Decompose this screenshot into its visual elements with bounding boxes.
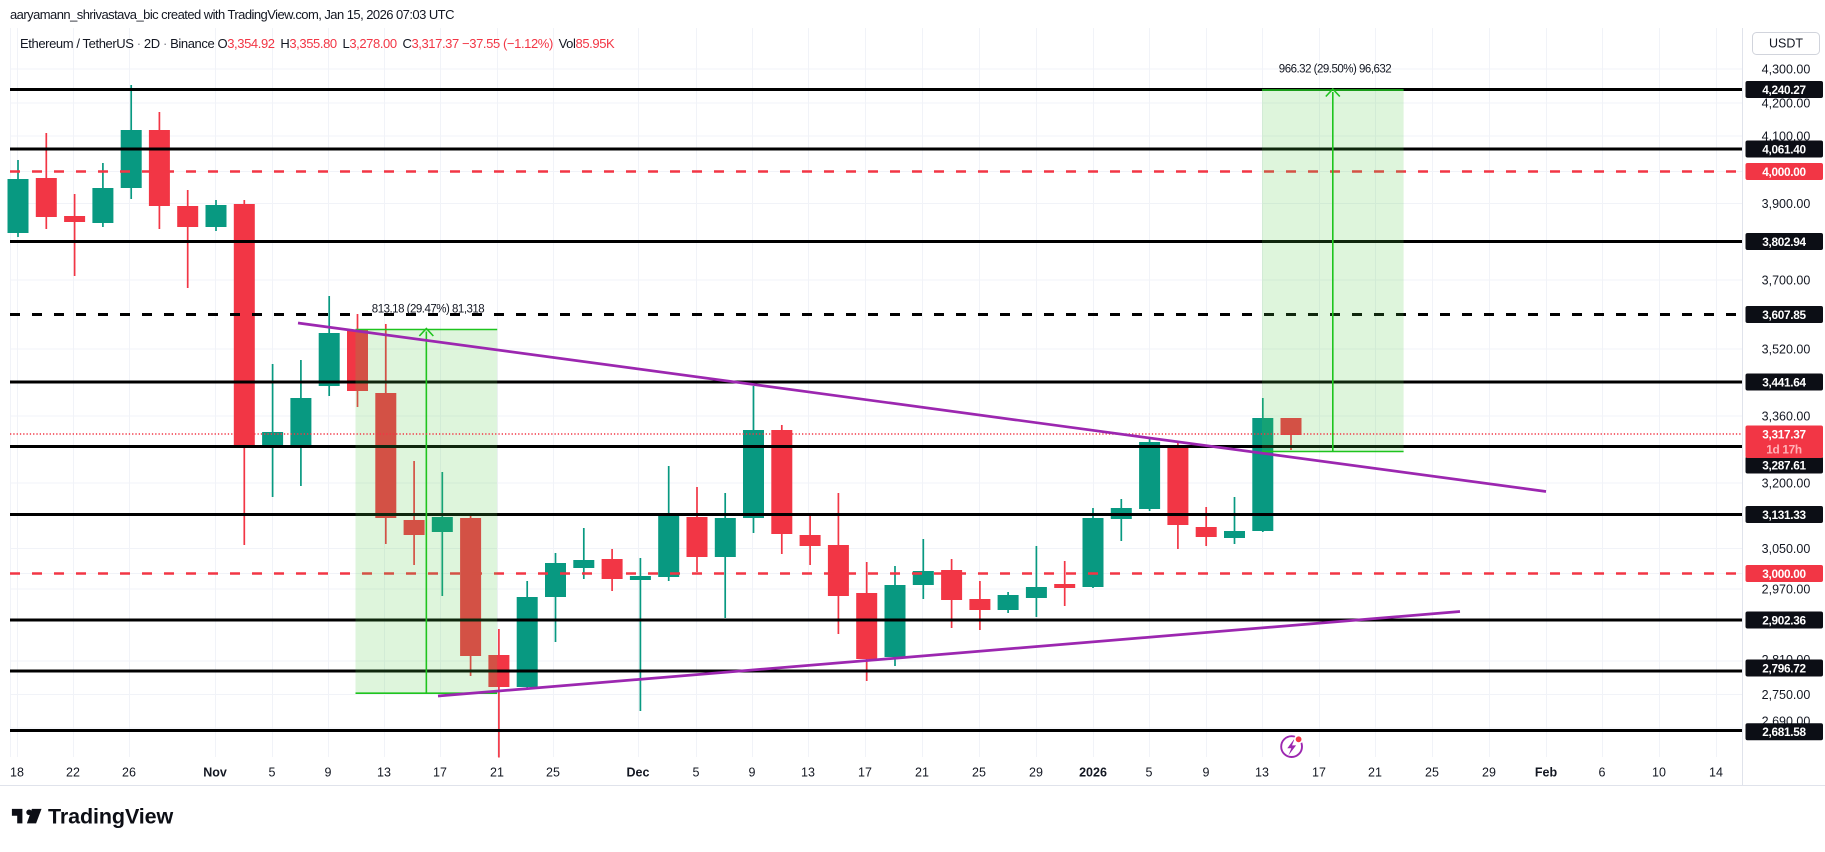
- svg-text:4,200.00: 4,200.00: [1762, 97, 1811, 111]
- svg-text:aaryamann_shrivastava_bic crea: aaryamann_shrivastava_bic created with T…: [10, 7, 454, 22]
- svg-text:25: 25: [972, 766, 986, 780]
- svg-text:29: 29: [1029, 766, 1043, 780]
- svg-text:2,970.00: 2,970.00: [1762, 583, 1811, 597]
- svg-text:3,360.00: 3,360.00: [1762, 410, 1811, 424]
- svg-text:3,700.00: 3,700.00: [1762, 274, 1811, 288]
- svg-text:25: 25: [546, 766, 560, 780]
- svg-text:3,287.61: 3,287.61: [1762, 459, 1806, 473]
- svg-text:9: 9: [749, 766, 756, 780]
- svg-text:4,100.00: 4,100.00: [1762, 130, 1811, 144]
- svg-text:2026: 2026: [1079, 766, 1107, 780]
- svg-text:26: 26: [122, 766, 136, 780]
- svg-text:3,441.64: 3,441.64: [1762, 376, 1806, 390]
- svg-text:2,750.00: 2,750.00: [1762, 688, 1811, 702]
- svg-text:Nov: Nov: [203, 766, 227, 780]
- svg-text:TradingView: TradingView: [48, 805, 174, 829]
- svg-text:21: 21: [490, 766, 504, 780]
- svg-text:813.18 (29.47%) 81,318: 813.18 (29.47%) 81,318: [372, 304, 485, 316]
- svg-text:13: 13: [377, 766, 391, 780]
- svg-text:USDT: USDT: [1769, 37, 1803, 51]
- svg-text:2,681.58: 2,681.58: [1762, 725, 1806, 739]
- svg-text:17: 17: [1312, 766, 1326, 780]
- svg-text:6: 6: [1599, 766, 1606, 780]
- svg-text:3,000.00: 3,000.00: [1762, 567, 1806, 581]
- svg-text:3,607.85: 3,607.85: [1762, 308, 1806, 322]
- svg-text:22: 22: [66, 766, 80, 780]
- svg-text:3,900.00: 3,900.00: [1762, 197, 1811, 211]
- svg-text:4,300.00: 4,300.00: [1762, 63, 1811, 77]
- svg-text:17: 17: [858, 766, 872, 780]
- svg-text:29: 29: [1482, 766, 1496, 780]
- svg-text:Dec: Dec: [627, 766, 650, 780]
- svg-text:2,796.72: 2,796.72: [1762, 662, 1806, 676]
- svg-text:2,902.36: 2,902.36: [1762, 614, 1806, 628]
- svg-text:13: 13: [1255, 766, 1269, 780]
- svg-text:18: 18: [10, 766, 24, 780]
- svg-text:25: 25: [1425, 766, 1439, 780]
- svg-text:966.32 (29.50%) 96,632: 966.32 (29.50%) 96,632: [1279, 64, 1392, 76]
- svg-text:3,520.00: 3,520.00: [1762, 343, 1811, 357]
- svg-text:Ethereum / TetherUS · 2D · Bin: Ethereum / TetherUS · 2D · Binance O3,35…: [20, 36, 615, 51]
- svg-text:17: 17: [433, 766, 447, 780]
- svg-text:3,317.37: 3,317.37: [1762, 428, 1806, 442]
- svg-text:4,000.00: 4,000.00: [1762, 165, 1806, 179]
- svg-text:5: 5: [693, 766, 700, 780]
- svg-text:3,200.00: 3,200.00: [1762, 477, 1811, 491]
- svg-text:3,131.33: 3,131.33: [1762, 508, 1806, 522]
- svg-text:3,050.00: 3,050.00: [1762, 542, 1811, 556]
- svg-text:1d 17h: 1d 17h: [1766, 443, 1802, 457]
- svg-text:13: 13: [801, 766, 815, 780]
- svg-text:21: 21: [915, 766, 929, 780]
- svg-text:Feb: Feb: [1535, 766, 1558, 780]
- svg-text:21: 21: [1368, 766, 1382, 780]
- svg-text:10: 10: [1652, 766, 1666, 780]
- svg-text:14: 14: [1709, 766, 1723, 780]
- svg-text:4,240.27: 4,240.27: [1762, 83, 1806, 97]
- svg-text:9: 9: [325, 766, 332, 780]
- svg-text:3,802.94: 3,802.94: [1762, 235, 1806, 249]
- svg-text:4,061.40: 4,061.40: [1762, 143, 1806, 157]
- svg-text:9: 9: [1203, 766, 1210, 780]
- svg-text:5: 5: [269, 766, 276, 780]
- svg-text:5: 5: [1146, 766, 1153, 780]
